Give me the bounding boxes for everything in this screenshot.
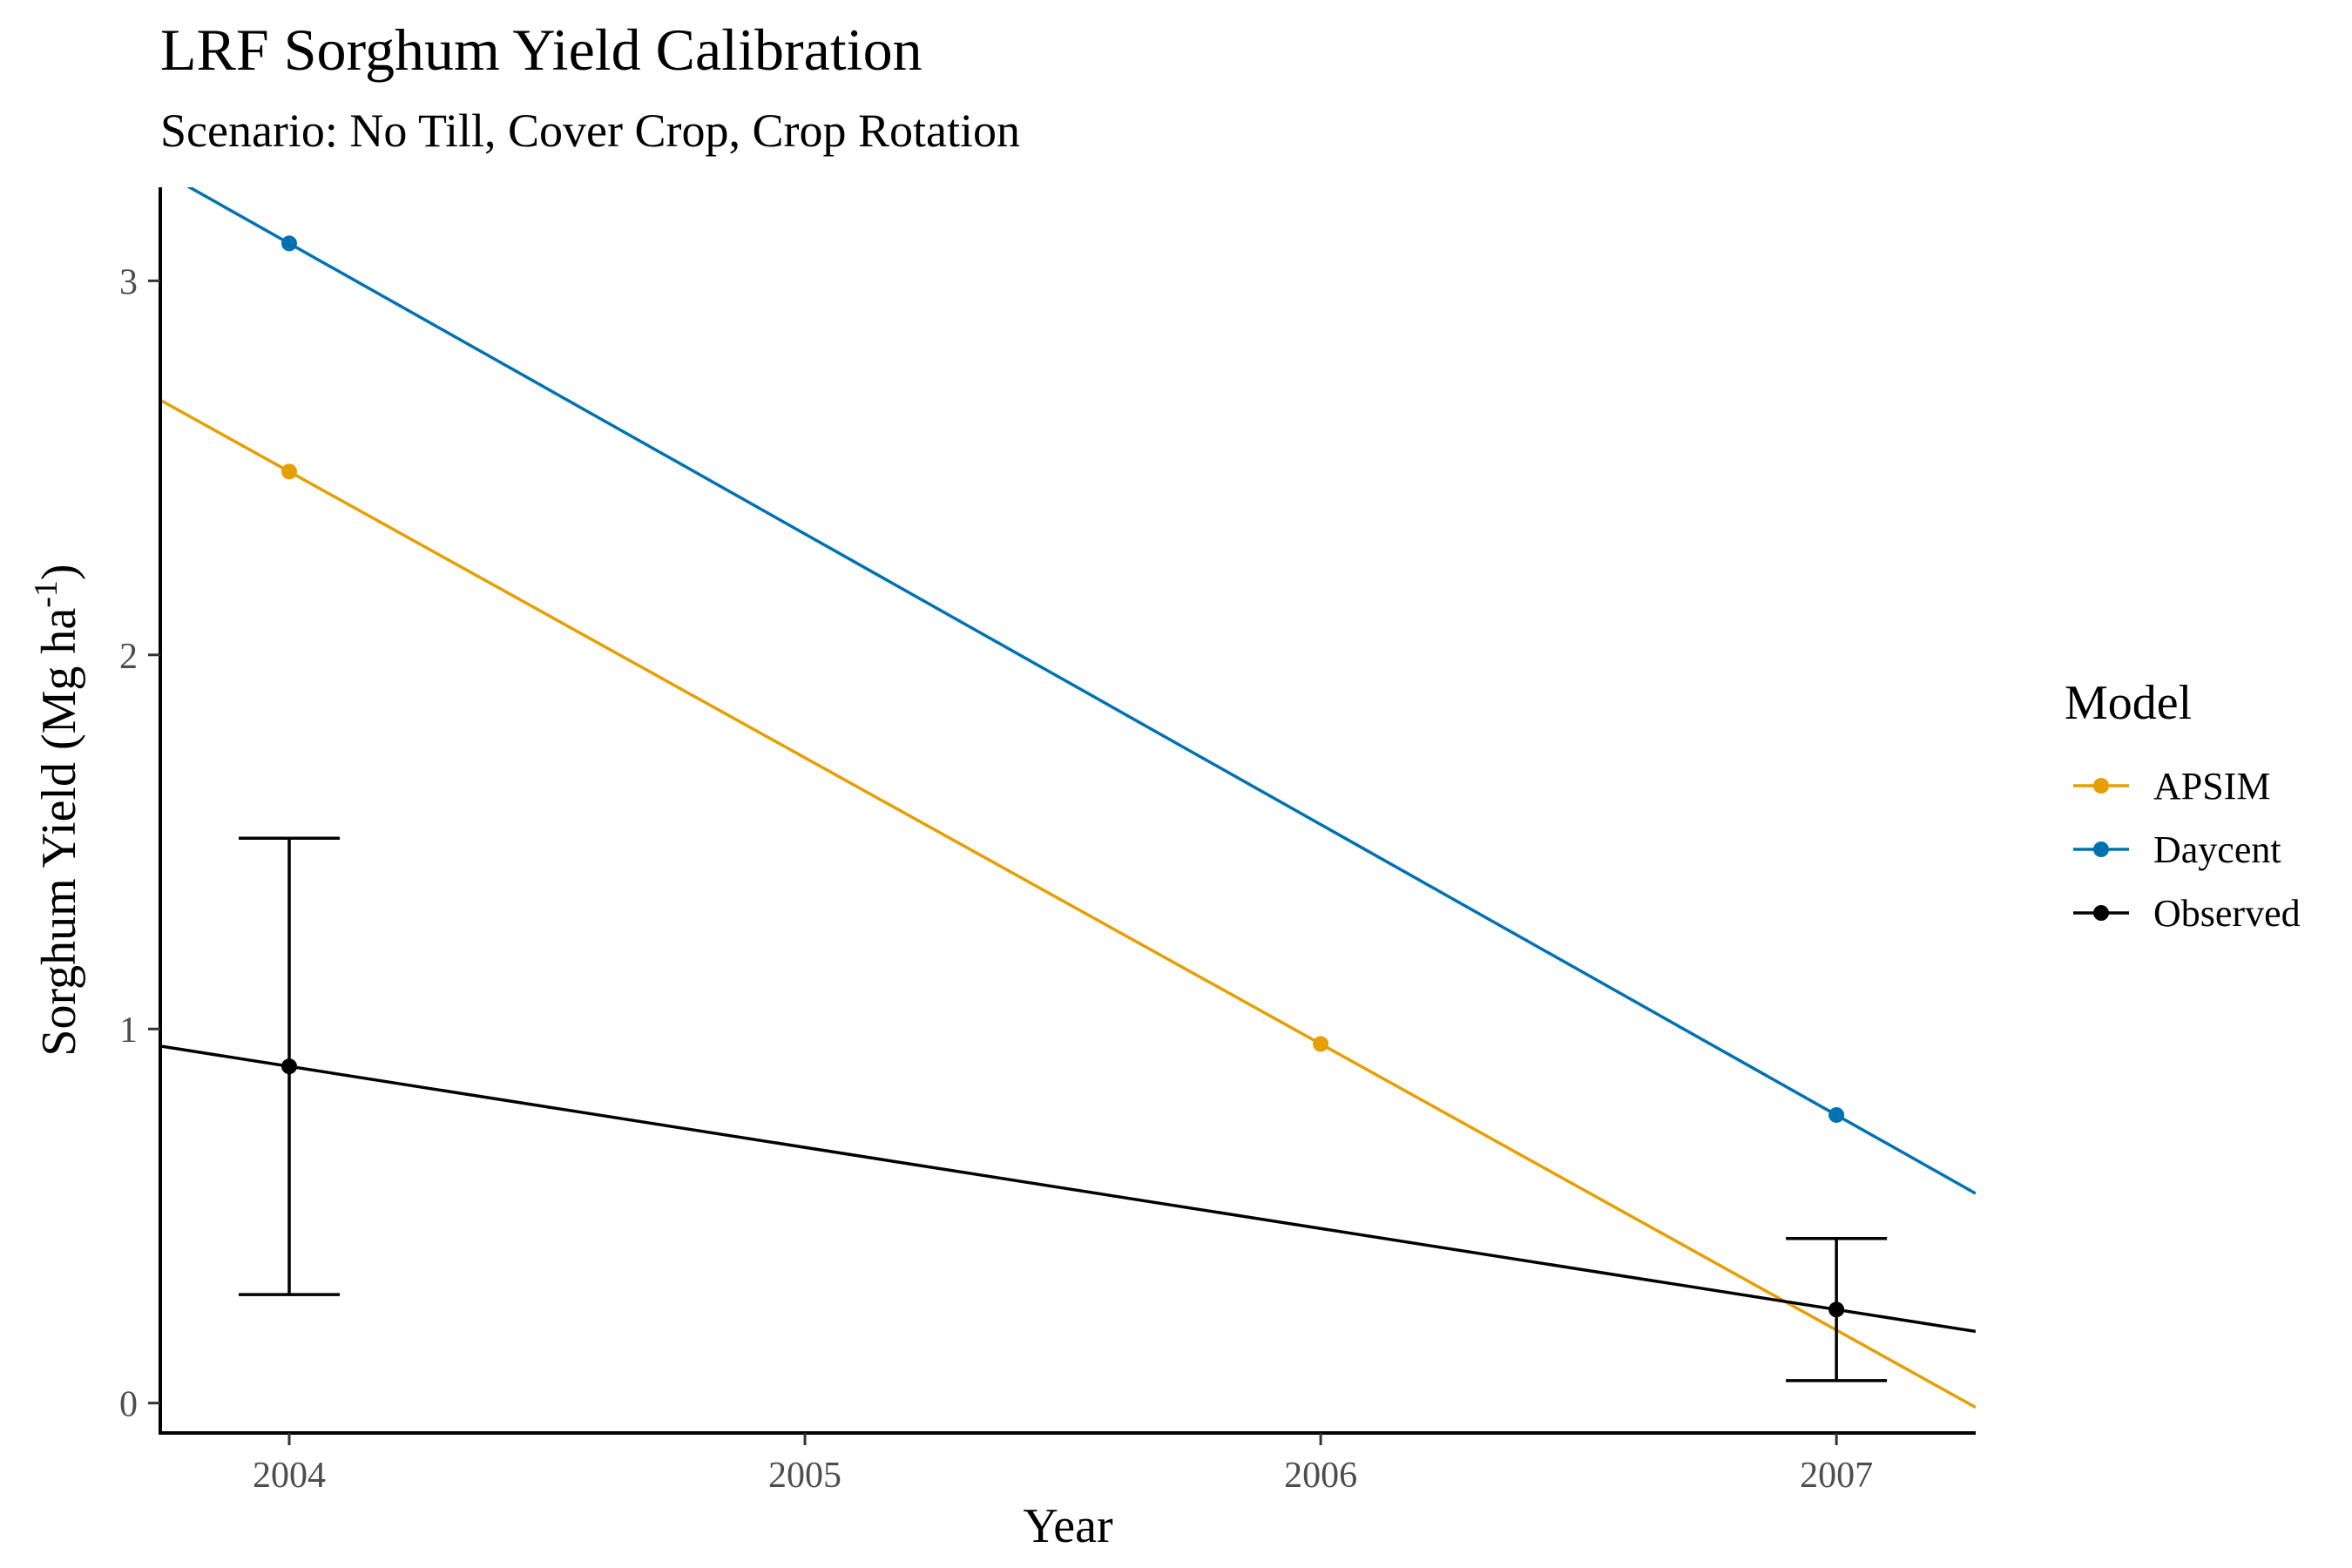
legend-title: Model xyxy=(2065,676,2192,730)
chart-subtitle: Scenario: No Till, Cover Crop, Crop Rota… xyxy=(160,105,1020,157)
y-axis-title-superscript: -1 xyxy=(28,580,64,608)
series-daycent xyxy=(186,187,1976,1195)
daycent-point xyxy=(281,235,298,252)
legend-label-observed: Observed xyxy=(2153,892,2301,935)
x-tick-label: 2007 xyxy=(1800,1456,1873,1496)
daycent-trend-line xyxy=(186,187,1976,1195)
legend-key-point xyxy=(2093,905,2109,921)
observed-point xyxy=(281,1058,298,1075)
series-layer xyxy=(160,187,1976,1409)
legend-item-observed: Observed xyxy=(2073,892,2301,935)
observed-trend-line xyxy=(160,1044,1976,1334)
y-tick-label: 1 xyxy=(119,1010,138,1051)
daycent-point xyxy=(1828,1106,1845,1123)
y-axis-title: Sorghum Yield (Mg ha-1) xyxy=(28,564,86,1056)
y-axis-title-suffix: ) xyxy=(32,564,86,580)
y-tick-label: 0 xyxy=(119,1385,138,1425)
series-apsim xyxy=(160,398,1976,1409)
legend-key-point xyxy=(2093,778,2109,794)
x-tick-label: 2005 xyxy=(768,1456,841,1496)
legend-item-daycent: Daycent xyxy=(2073,828,2281,871)
y-tick-label: 3 xyxy=(119,262,138,302)
apsim-trend-line xyxy=(160,398,1976,1409)
observed-point xyxy=(1828,1301,1845,1318)
apsim-point xyxy=(281,463,298,480)
apsim-point xyxy=(1313,1036,1329,1052)
legend-label-apsim: APSIM xyxy=(2153,765,2271,808)
y-axis-title-main: Sorghum Yield (Mg ha xyxy=(32,608,86,1057)
x-tick-label: 2006 xyxy=(1284,1456,1357,1496)
x-axis-title: Year xyxy=(1023,1499,1113,1553)
legend-item-apsim: APSIM xyxy=(2073,765,2271,808)
legend: Model APSIM Daycent Observed xyxy=(2065,676,2301,935)
axes-layer: 2004 2005 2006 2007 0 1 2 3 xyxy=(119,187,1976,1496)
series-observed xyxy=(160,836,1976,1382)
y-tick-label: 2 xyxy=(119,637,138,677)
legend-label-daycent: Daycent xyxy=(2153,828,2281,871)
legend-key-point xyxy=(2093,841,2109,857)
x-tick-label: 2004 xyxy=(253,1456,326,1496)
chart-title: LRF Sorghum Yield Calibration xyxy=(160,17,923,83)
